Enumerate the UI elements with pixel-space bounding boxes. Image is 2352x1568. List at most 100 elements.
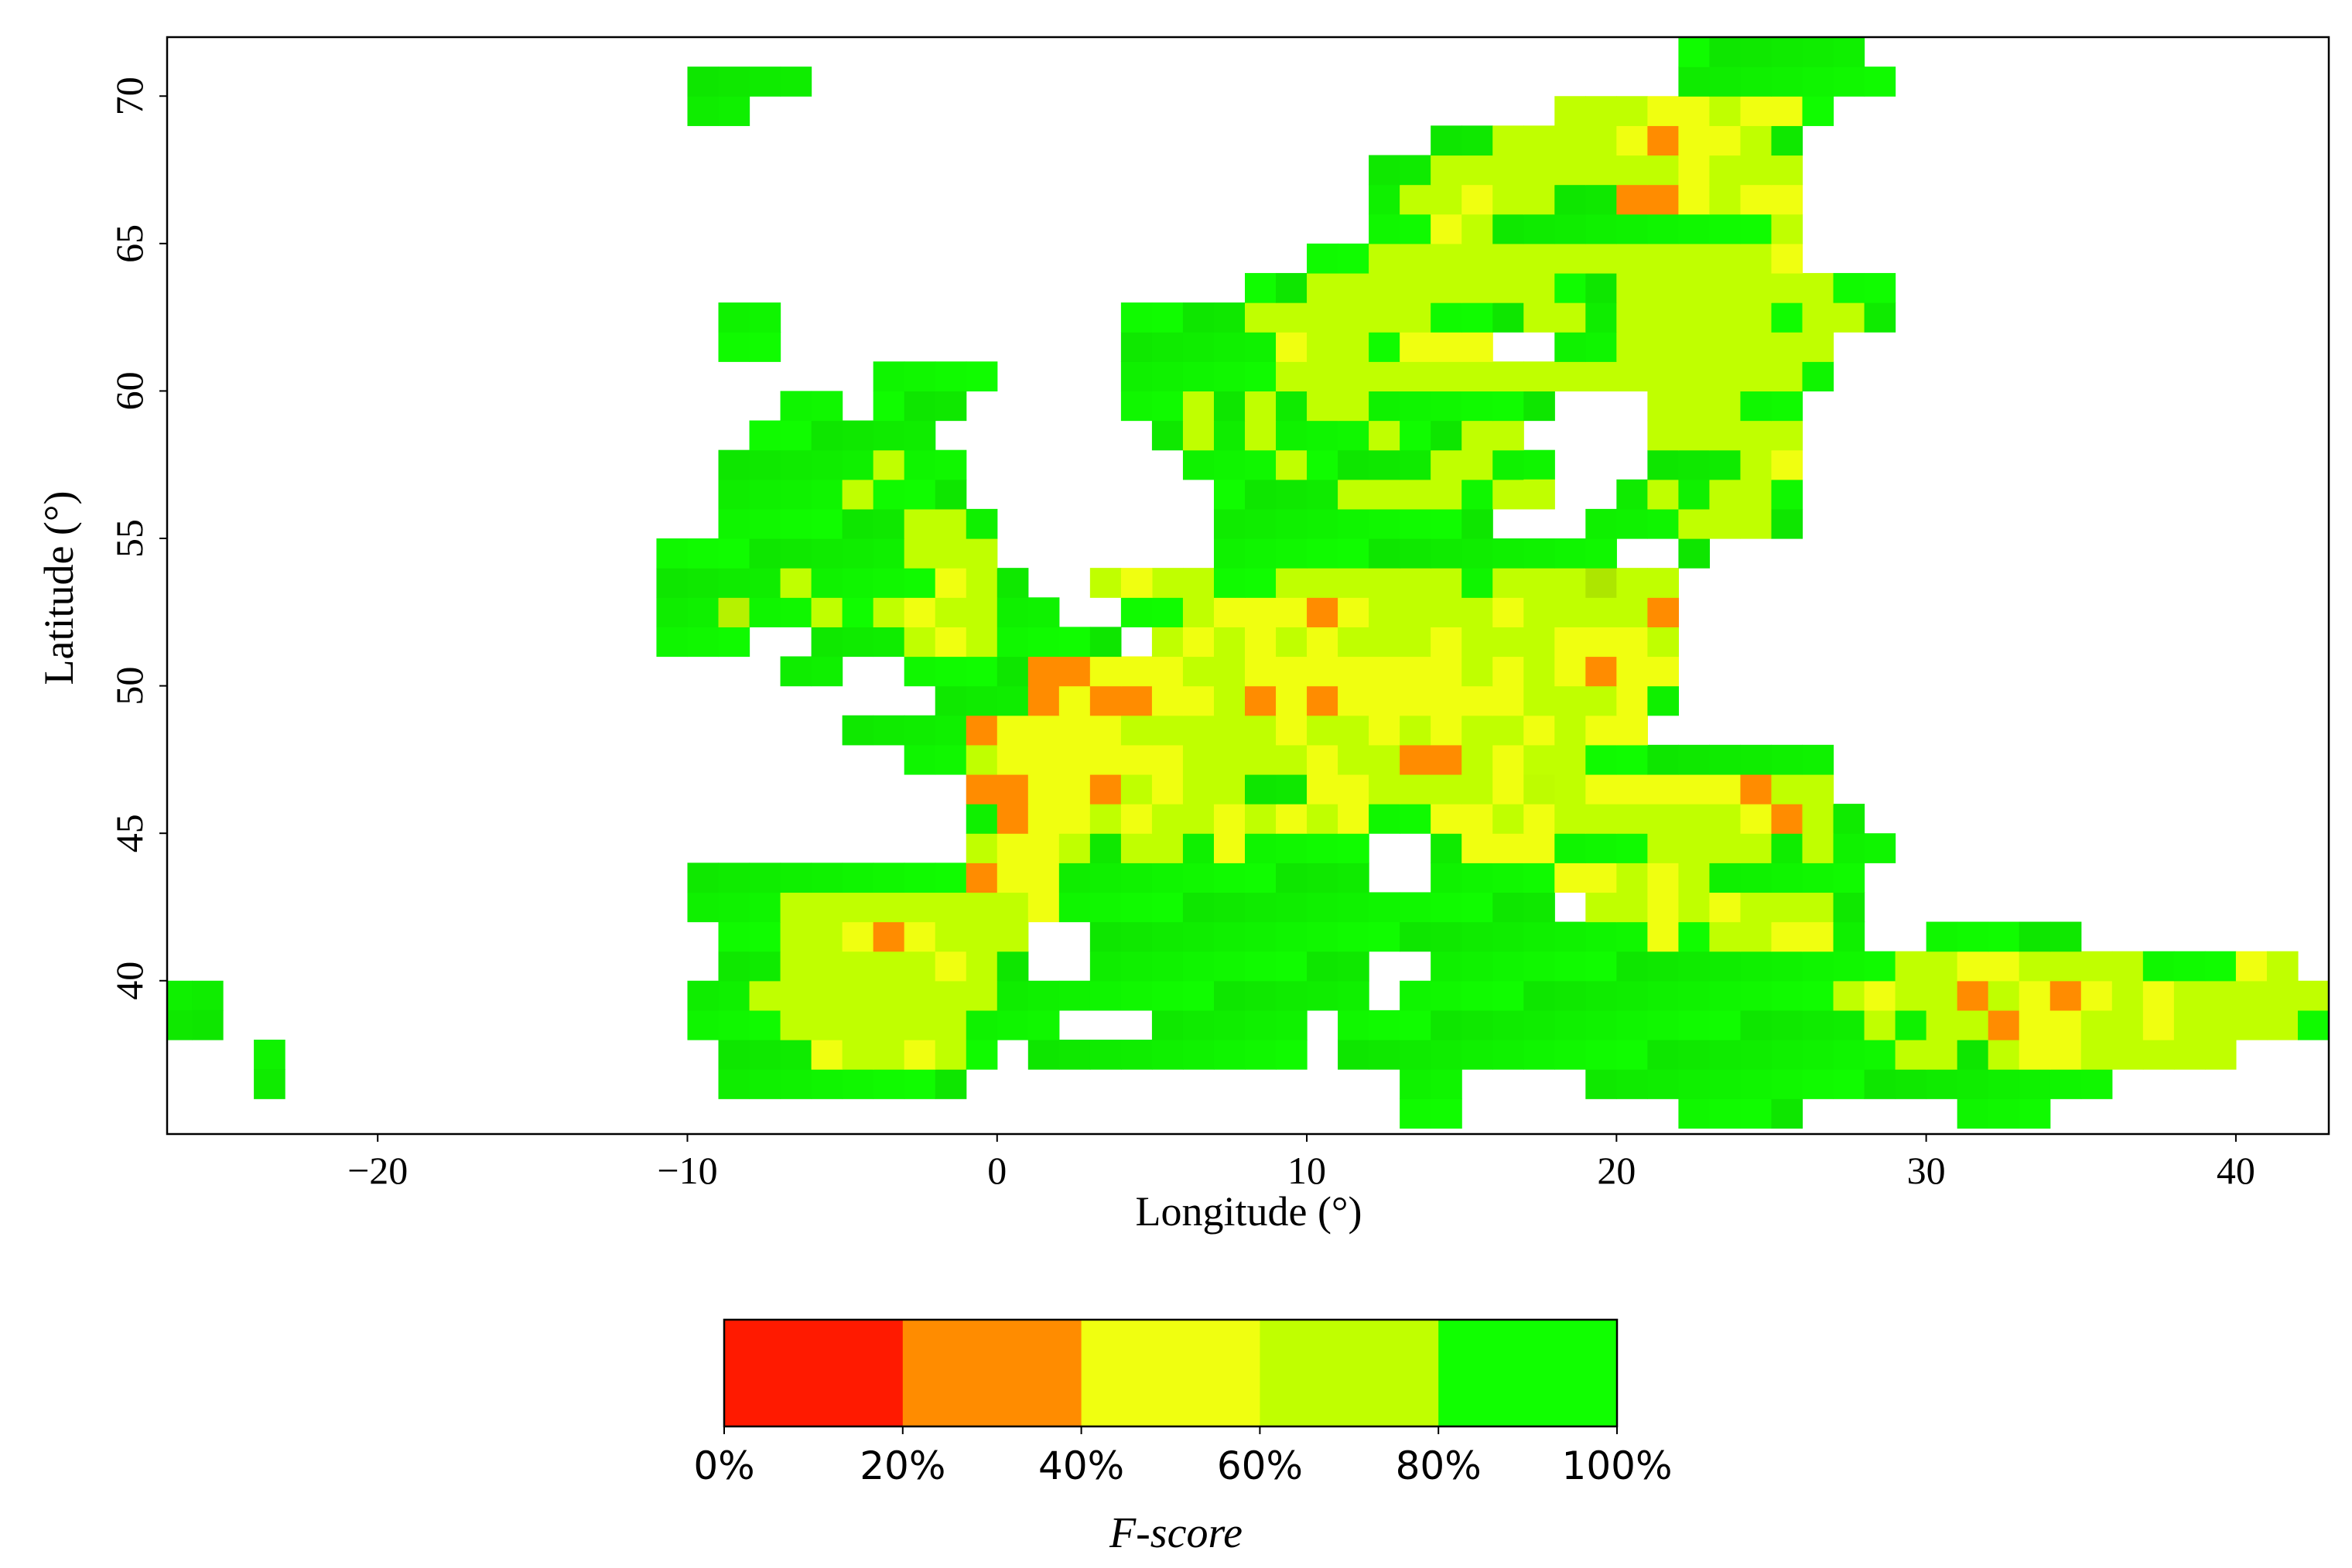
heatmap-cell: [1647, 656, 1679, 687]
heatmap-cell: [1802, 1069, 1834, 1099]
heatmap-cell: [1461, 656, 1493, 687]
heatmap-cell: [873, 921, 905, 952]
heatmap-cell: [749, 951, 781, 982]
heatmap-cell: [1431, 125, 1462, 156]
heatmap-cell: [1492, 568, 1524, 598]
heatmap-cell: [1120, 597, 1153, 627]
heatmap-cell: [1369, 479, 1400, 510]
heatmap-cell: [1647, 863, 1679, 893]
heatmap-cell: [1369, 538, 1400, 569]
heatmap-cell: [1709, 1040, 1742, 1070]
heatmap-cell: [1151, 420, 1184, 451]
heatmap-cell: [966, 361, 998, 392]
heatmap-cell: [966, 863, 998, 893]
heatmap-cell: [1338, 391, 1369, 422]
heatmap-cell: [1647, 125, 1679, 156]
heatmap-cell: [1213, 568, 1246, 598]
heatmap-cell: [1523, 184, 1555, 215]
heatmap-cell: [1740, 302, 1773, 333]
heatmap-cell: [687, 538, 720, 569]
heatmap-cell: [1957, 1040, 1989, 1070]
heatmap-cell: [1431, 155, 1462, 186]
heatmap-cell: [1585, 744, 1617, 775]
heatmap-cell: [811, 863, 843, 893]
heatmap-cell: [1276, 420, 1308, 451]
heatmap-cell: [718, 627, 750, 658]
heatmap-cell: [1431, 479, 1462, 510]
heatmap-cell: [1307, 332, 1338, 362]
heatmap-cell: [1245, 685, 1277, 716]
heatmap-cell: [1523, 863, 1555, 893]
heatmap-cell: [1647, 302, 1679, 333]
heatmap-cell: [1523, 744, 1555, 775]
heatmap-cell: [1585, 568, 1617, 598]
heatmap-cell: [935, 715, 967, 746]
heatmap-cell: [1431, 833, 1462, 863]
heatmap-cell: [1431, 715, 1462, 746]
heatmap-cell: [1988, 951, 2020, 982]
heatmap-cell: [1802, 1009, 1834, 1040]
heatmap-cell: [1864, 951, 1896, 982]
heatmap-cell: [1431, 243, 1462, 274]
heatmap-cell: [1245, 892, 1277, 923]
heatmap-cell: [1864, 302, 1896, 333]
heatmap-cell: [2111, 951, 2144, 982]
heatmap-cell: [1709, 804, 1742, 834]
heatmap-cell: [1182, 568, 1215, 598]
heatmap-cell: [1369, 892, 1400, 923]
heatmap-cell: [1307, 804, 1338, 834]
heatmap-cell: [1027, 656, 1060, 687]
heatmap-cell: [1709, 479, 1742, 510]
heatmap-cell: [1585, 627, 1617, 658]
heatmap-cell: [1740, 508, 1773, 539]
heatmap-cell: [1245, 508, 1277, 539]
heatmap-cell: [1276, 774, 1308, 804]
heatmap-cell: [1957, 1069, 1989, 1099]
heatmap-cell: [749, 921, 781, 952]
heatmap-cell: [1338, 921, 1369, 952]
heatmap-cell: [1647, 685, 1679, 716]
heatmap-cell: [1554, 96, 1586, 126]
heatmap-cell: [966, 921, 998, 952]
heatmap-cell: [749, 67, 781, 97]
heatmap-cell: [1276, 980, 1308, 1011]
colorbar-segment: [1081, 1320, 1260, 1426]
heatmap-cell: [966, 951, 998, 982]
heatmap-cell: [1802, 37, 1834, 67]
heatmap-cell: [687, 597, 720, 627]
heatmap-cell: [1400, 1069, 1431, 1099]
heatmap-cell: [2080, 1069, 2113, 1099]
heatmap-cell: [1523, 302, 1555, 333]
heatmap-cell: [780, 391, 812, 422]
heatmap-cell: [935, 892, 967, 923]
heatmap-cell: [1276, 449, 1308, 480]
x-tick-label: 10: [1287, 1149, 1326, 1192]
colorbar-tick-label: 60%: [1217, 1443, 1303, 1488]
heatmap-cell: [935, 951, 967, 982]
heatmap-cell: [1709, 892, 1742, 923]
heatmap-cell: [1802, 302, 1834, 333]
heatmap-cell: [1802, 980, 1834, 1011]
heatmap-cell: [1245, 1040, 1277, 1070]
heatmap-cell: [1307, 508, 1338, 539]
heatmap-cell: [1492, 361, 1524, 392]
heatmap-cell: [1709, 449, 1742, 480]
heatmap-cell: [1864, 980, 1896, 1011]
y-tick-label: 55: [108, 519, 151, 558]
heatmap-cell: [1058, 656, 1091, 687]
heatmap-cell: [1400, 597, 1431, 627]
heatmap-cell: [718, 1040, 750, 1070]
heatmap-cell: [1833, 1069, 1865, 1099]
heatmap-cell: [997, 921, 1029, 952]
heatmap-cell: [1709, 96, 1742, 126]
heatmap-cell: [1213, 715, 1246, 746]
heatmap-cell: [2266, 951, 2299, 982]
heatmap-cell: [1585, 96, 1617, 126]
heatmap-cell: [1833, 1009, 1865, 1040]
heatmap-cell: [780, 980, 812, 1011]
heatmap-cell: [1585, 656, 1617, 687]
heatmap-cell: [1245, 302, 1277, 333]
heatmap-cell: [718, 1009, 750, 1040]
heatmap-cell: [1895, 1040, 1927, 1070]
heatmap-cell: [1585, 1040, 1617, 1070]
